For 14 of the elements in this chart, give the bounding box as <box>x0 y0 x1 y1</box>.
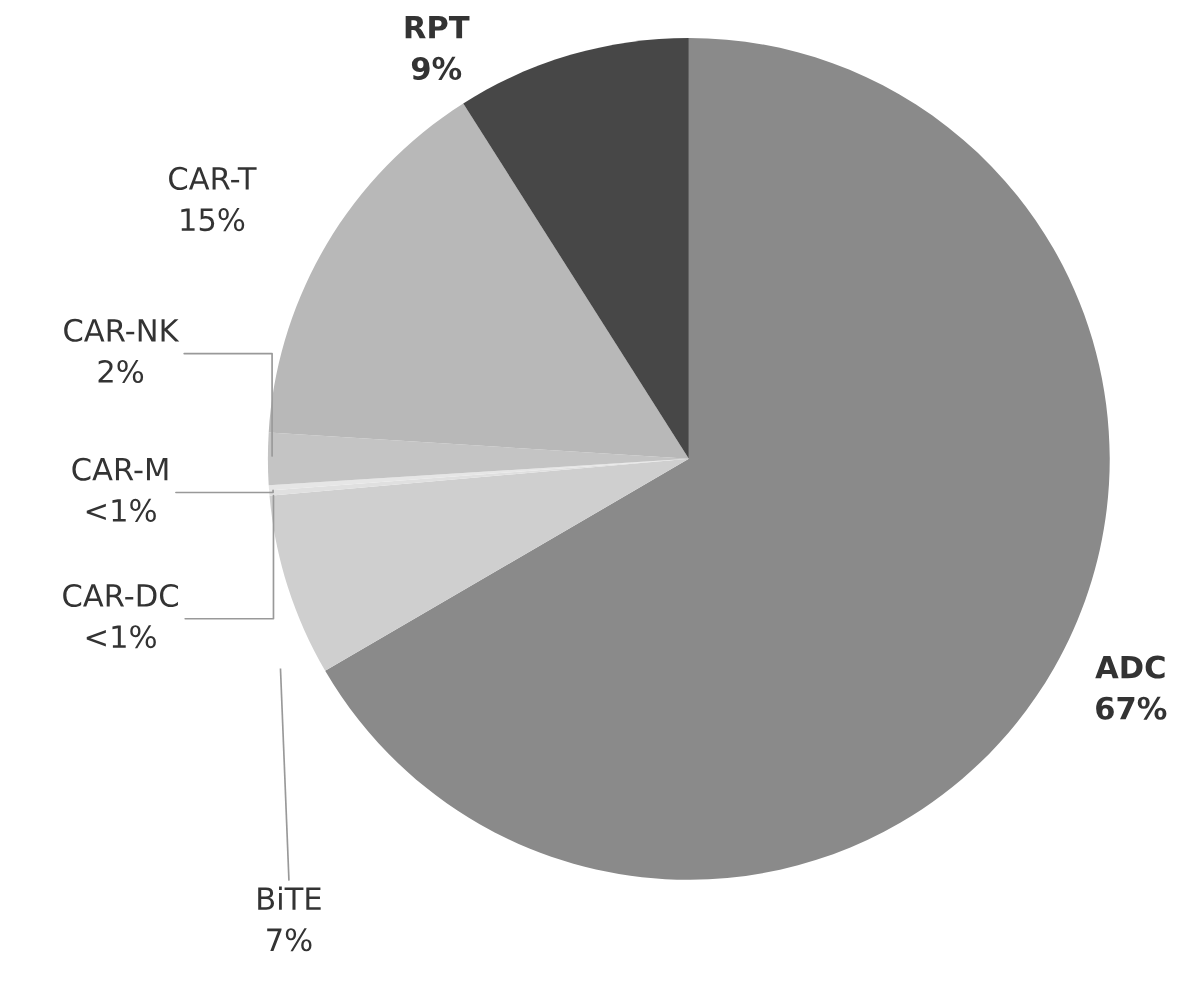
slice-label: CAR-NK <box>64 318 180 342</box>
slice-label: CAR-M <box>72 457 168 481</box>
slice-label: RPT <box>405 16 470 39</box>
slice-label: CAR-DC <box>63 583 178 608</box>
data-label: <1% <box>86 625 156 649</box>
data-label: 9% <box>411 56 462 80</box>
data-label: 2% <box>98 359 144 384</box>
data-label: 67% <box>1096 696 1167 720</box>
data-label: 15% <box>181 208 245 232</box>
slice-label: CAR-T <box>169 166 257 190</box>
data-label: <1% <box>86 498 156 522</box>
data-label: 7% <box>267 928 312 952</box>
slice-label: ADC <box>1095 655 1165 679</box>
slice-label: BiTE <box>258 886 321 910</box>
